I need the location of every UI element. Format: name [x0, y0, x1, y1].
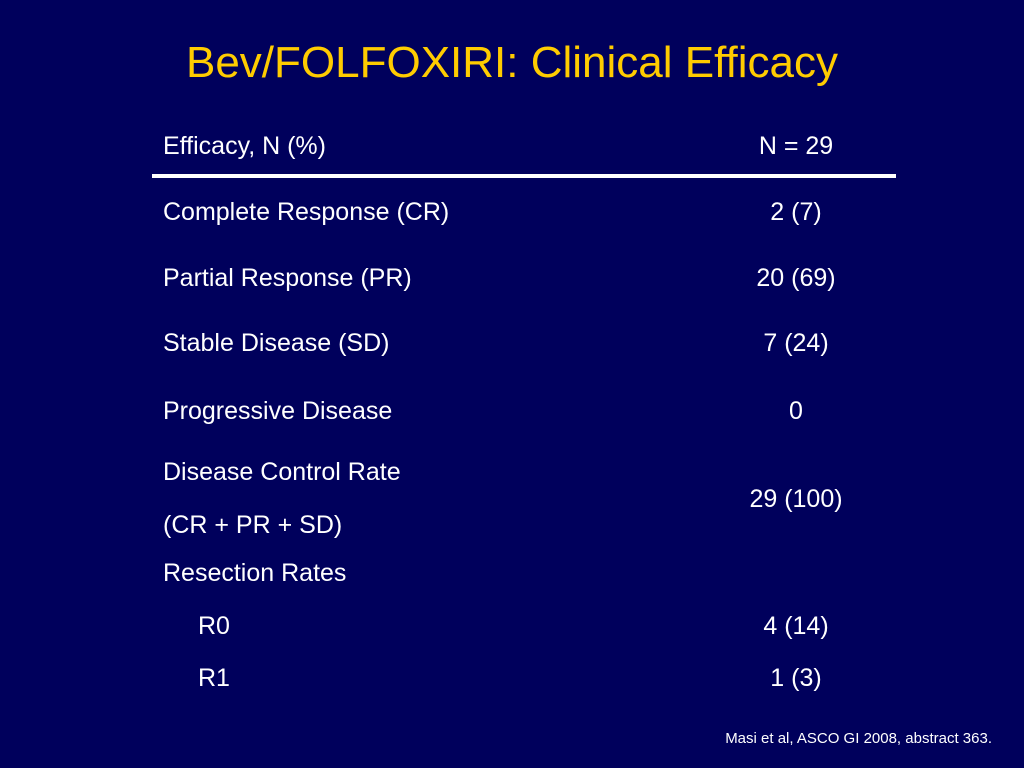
- row-label-r0: R0: [198, 612, 230, 640]
- row-label-dcr-line2: (CR + PR + SD): [163, 511, 343, 539]
- row-label-pr: Partial Response (PR): [163, 264, 412, 292]
- slide-title: Bev/FOLFOXIRI: Clinical Efficacy: [185, 38, 839, 87]
- row-value-cr: 2 (7): [770, 198, 822, 226]
- table-header-value: N = 29: [758, 132, 834, 160]
- row-value-pr: 20 (69): [756, 264, 836, 292]
- row-label-cr: Complete Response (CR): [163, 198, 450, 226]
- header-divider: [152, 174, 896, 178]
- row-label-r1: R1: [198, 664, 230, 692]
- row-label-dcr-line1: Disease Control Rate: [163, 458, 401, 486]
- row-label-pd: Progressive Disease: [163, 397, 393, 425]
- citation-footnote: Masi et al, ASCO GI 2008, abstract 363.: [725, 730, 992, 747]
- row-label-sd: Stable Disease (SD): [163, 329, 390, 357]
- row-value-dcr: 29 (100): [749, 485, 843, 513]
- table-header-label: Efficacy, N (%): [163, 132, 326, 160]
- row-value-sd: 7 (24): [763, 329, 829, 357]
- row-value-r0: 4 (14): [763, 612, 829, 640]
- row-value-pd: 0: [789, 397, 803, 425]
- row-value-r1: 1 (3): [770, 664, 822, 692]
- row-label-resection: Resection Rates: [163, 559, 347, 587]
